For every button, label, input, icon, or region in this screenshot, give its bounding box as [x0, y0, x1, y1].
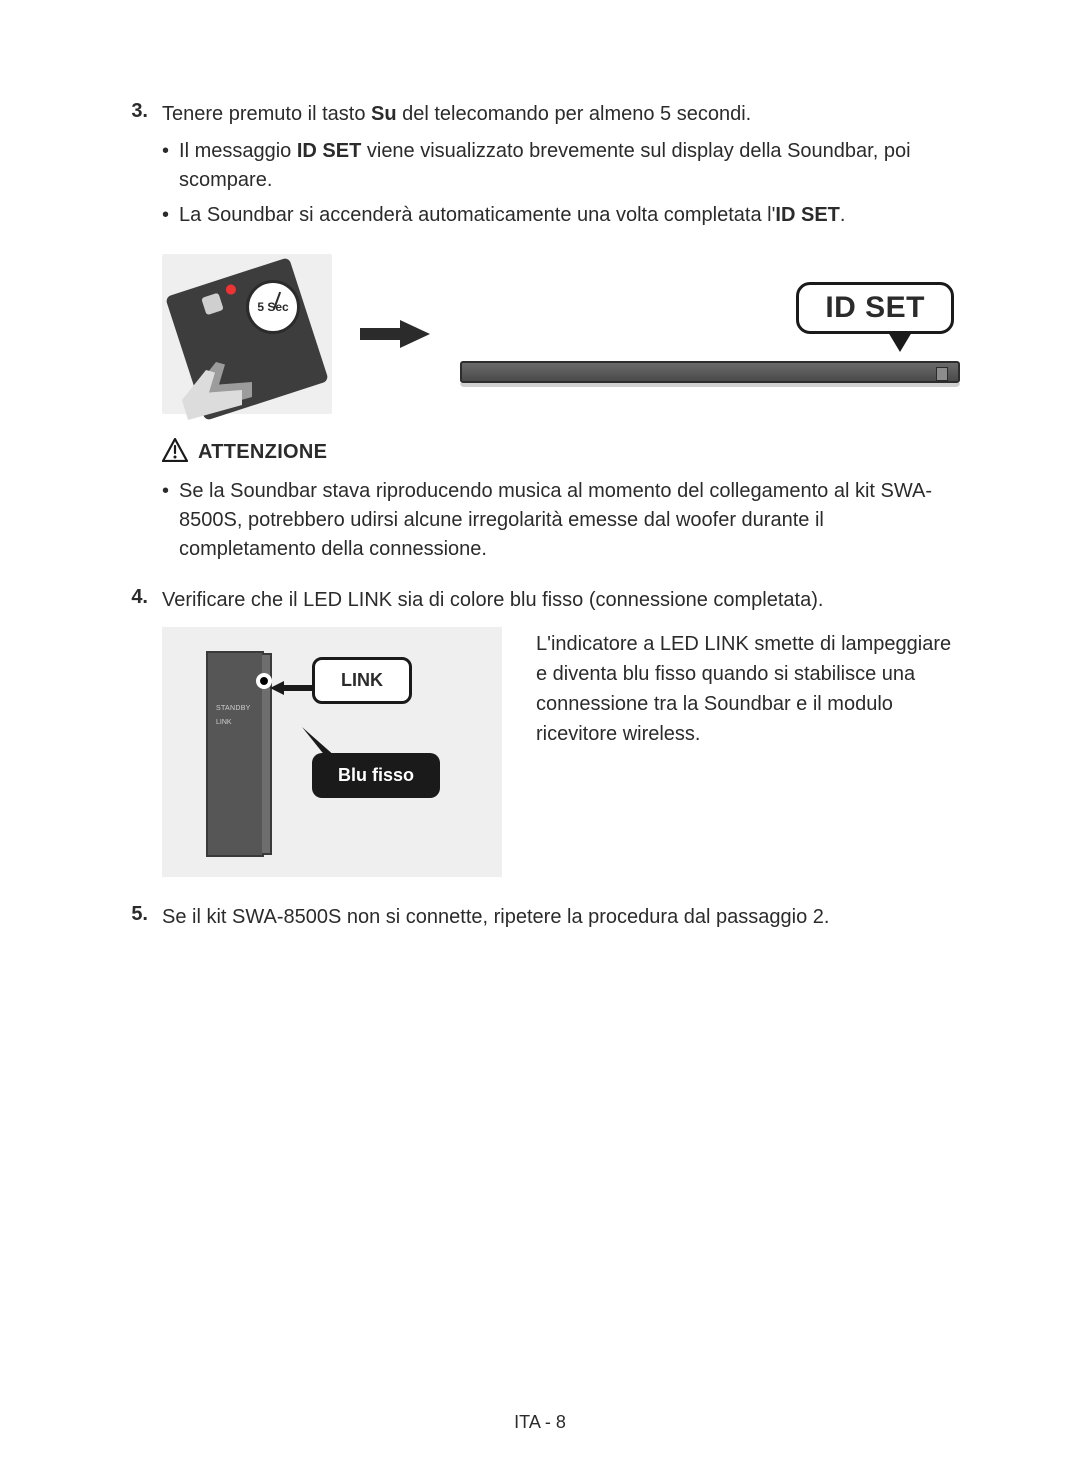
caution-heading: ATTENZIONE [162, 438, 960, 467]
step-3: 3. Tenere premuto il tasto Su del teleco… [120, 100, 960, 236]
step3-text-bold: Su [371, 103, 397, 125]
list-item: • La Soundbar si accenderà automaticamen… [162, 201, 960, 230]
callout-pointer-icon [888, 332, 912, 357]
link-callout: LINK [312, 657, 412, 704]
step-body: Tenere premuto il tasto Su del telecoman… [162, 100, 960, 236]
step-number: 3. [120, 100, 148, 236]
bullet-icon: • [162, 137, 169, 195]
sub2-pre: La Soundbar si accenderà automaticamente… [179, 204, 775, 226]
idset-callout: ID SET [796, 282, 954, 334]
step-number: 4. [120, 586, 148, 615]
receiver-link-label: LINK [216, 719, 232, 726]
soundbar-icon [460, 361, 960, 383]
manual-page: 3. Tenere premuto il tasto Su del teleco… [0, 0, 1080, 1479]
step3-text-post: del telecomando per almeno 5 secondi. [397, 103, 752, 125]
bullet-icon: • [162, 477, 169, 564]
receiver-standby-label: STANDBY [216, 705, 251, 712]
sub1-pre: Il messaggio [179, 140, 297, 162]
step3-sublist: • Il messaggio ID SET viene visualizzato… [162, 137, 960, 230]
list-text: La Soundbar si accenderà automaticamente… [179, 201, 845, 230]
step-5: 5. Se il kit SWA-8500S non si connette, … [120, 903, 960, 932]
soundbar-illustration: ID SET [458, 282, 960, 387]
caution-text: Se la Soundbar stava riproducendo musica… [179, 477, 960, 564]
step-4: 4. Verificare che il LED LINK sia di col… [120, 586, 960, 615]
link-led-icon [260, 677, 268, 685]
step-number: 5. [120, 903, 148, 932]
caution-label: ATTENZIONE [198, 441, 327, 464]
sub2-post: . [840, 204, 846, 226]
hand-press-icon [152, 362, 262, 432]
hold-duration-badge: 5 Sec [246, 280, 300, 334]
page-footer: ITA - 8 [0, 1412, 1080, 1433]
list-text: Il messaggio ID SET viene visualizzato b… [179, 137, 960, 195]
link-description: L'indicatore a LED LINK smette di lampeg… [536, 627, 960, 749]
receiver-illustration: STANDBY LINK LINK Blu fisso [162, 627, 502, 877]
list-item: • Il messaggio ID SET viene visualizzato… [162, 137, 960, 195]
step5-text: Se il kit SWA-8500S non si connette, rip… [162, 903, 960, 932]
warning-triangle-icon [162, 438, 188, 467]
figure-link-row: STANDBY LINK LINK Blu fisso L'indicatore… [162, 627, 960, 877]
callout-arrow-icon [270, 679, 314, 702]
remote-illustration: 5 Sec [162, 254, 332, 414]
figure-remote-idset: 5 Sec ID SET [162, 254, 960, 414]
sub2-bold: ID SET [775, 204, 839, 226]
step3-text-pre: Tenere premuto il tasto [162, 103, 371, 125]
step4-text: Verificare che il LED LINK sia di colore… [162, 586, 960, 615]
bullet-icon: • [162, 201, 169, 230]
arrow-right-icon [360, 320, 430, 348]
list-item: • Se la Soundbar stava riproducendo musi… [162, 477, 960, 564]
caution-body: • Se la Soundbar stava riproducendo musi… [162, 477, 960, 564]
sub1-bold: ID SET [297, 140, 361, 162]
blu-fisso-callout: Blu fisso [312, 753, 440, 798]
receiver-module-icon: STANDBY LINK [206, 651, 264, 857]
